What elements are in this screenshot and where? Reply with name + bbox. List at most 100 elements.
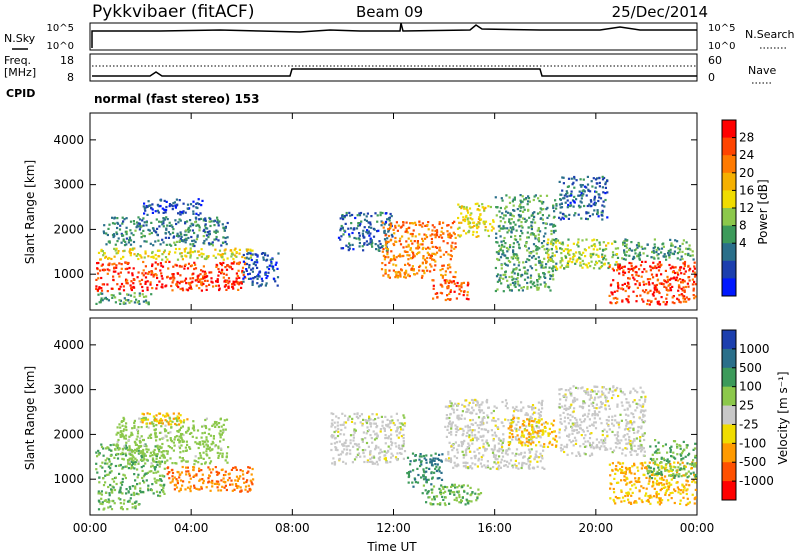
velocity-cell	[364, 437, 367, 440]
velocity-cell	[430, 483, 433, 486]
velocity-cell	[507, 443, 511, 447]
velocity-cell	[524, 444, 527, 447]
velocity-cell	[333, 430, 336, 434]
power-cell	[666, 293, 669, 296]
power-cell	[467, 281, 470, 284]
power-cell	[147, 228, 150, 231]
power-cell	[608, 265, 611, 268]
power-cell	[509, 260, 512, 264]
power-cell	[596, 209, 599, 212]
velocity-cell	[151, 457, 155, 460]
velocity-cell	[499, 466, 502, 469]
power-cell	[635, 265, 638, 268]
power-cell	[469, 226, 472, 229]
power-colorbar-swatch	[722, 155, 736, 174]
power-cell	[646, 254, 649, 257]
power-cell	[648, 299, 651, 302]
power-cell	[433, 226, 436, 229]
beam-label: Beam 09	[356, 3, 423, 21]
power-cell	[242, 273, 245, 277]
velocity-cell	[454, 441, 457, 444]
power-cell	[339, 229, 342, 232]
power-cell	[525, 242, 528, 245]
power-cell	[133, 247, 136, 250]
velocity-cell	[219, 440, 222, 443]
velocity-cell	[447, 450, 450, 454]
velocity-cell	[448, 422, 451, 426]
velocity-cell	[342, 444, 345, 447]
velocity-cell	[344, 441, 347, 444]
power-cell	[568, 194, 571, 197]
velocity-cell	[481, 420, 484, 423]
power-colorbar-label: Power [dB]	[756, 179, 770, 244]
velocity-cell	[461, 403, 464, 406]
power-cell	[561, 189, 564, 192]
velocity-cell	[197, 461, 200, 464]
power-cell	[460, 221, 463, 224]
power-cell	[341, 215, 344, 218]
power-cell	[128, 266, 131, 270]
power-cell	[548, 270, 551, 273]
velocity-cell	[134, 460, 137, 464]
velocity-cell	[515, 448, 519, 451]
power-cell	[111, 263, 114, 266]
power-cell	[632, 269, 635, 272]
velocity-cell	[455, 456, 459, 460]
power-cell	[196, 277, 200, 280]
velocity-cell	[344, 462, 347, 465]
power-cell	[555, 207, 558, 210]
power-cell	[174, 206, 177, 209]
power-cell	[634, 252, 637, 255]
velocity-cell	[497, 427, 500, 430]
power-cell	[368, 226, 371, 229]
power-cell	[550, 232, 553, 236]
power-cell	[191, 244, 194, 247]
power-cell	[217, 274, 220, 277]
power-cell	[658, 282, 661, 285]
power-cell	[258, 271, 262, 274]
power-cell	[592, 203, 595, 206]
velocity-cell	[116, 452, 119, 456]
power-cell	[539, 194, 542, 197]
power-cell	[412, 268, 415, 271]
velocity-cell	[492, 449, 495, 452]
velocity-cell	[477, 459, 480, 462]
power-cell	[448, 263, 451, 266]
power-cell	[463, 219, 467, 223]
power-cell	[409, 247, 412, 250]
velocity-cell	[147, 448, 150, 451]
velocity-cell	[136, 447, 139, 450]
power-cell	[160, 272, 163, 275]
power-cell	[221, 253, 224, 256]
power-cell	[143, 202, 146, 205]
power-cell	[198, 287, 201, 290]
power-cell	[161, 253, 164, 256]
velocity-cell	[100, 497, 103, 500]
velocity-cell	[483, 416, 486, 419]
power-cell	[189, 284, 192, 287]
velocity-cell	[390, 444, 393, 447]
power-cell	[107, 263, 110, 266]
power-cell	[168, 224, 171, 227]
power-cell	[677, 298, 680, 301]
power-cell	[232, 253, 235, 256]
power-cell	[442, 240, 445, 243]
power-cell	[633, 266, 637, 269]
velocity-cell	[127, 438, 130, 441]
power-cell	[252, 262, 256, 265]
velocity-cell	[480, 428, 483, 431]
velocity-cell	[142, 419, 146, 422]
velocity-cell	[479, 409, 482, 412]
power-cell	[562, 217, 565, 220]
velocity-cell	[465, 399, 468, 402]
velocity-cell	[605, 388, 608, 391]
power-cell	[221, 241, 225, 244]
power-cell	[191, 251, 195, 254]
velocity-cell	[442, 491, 445, 495]
power-cell	[155, 274, 158, 277]
velocity-cell	[531, 413, 534, 416]
power-cell	[434, 236, 437, 239]
power-cell	[133, 278, 136, 281]
power-cell	[692, 270, 695, 273]
power-cell	[577, 238, 580, 241]
